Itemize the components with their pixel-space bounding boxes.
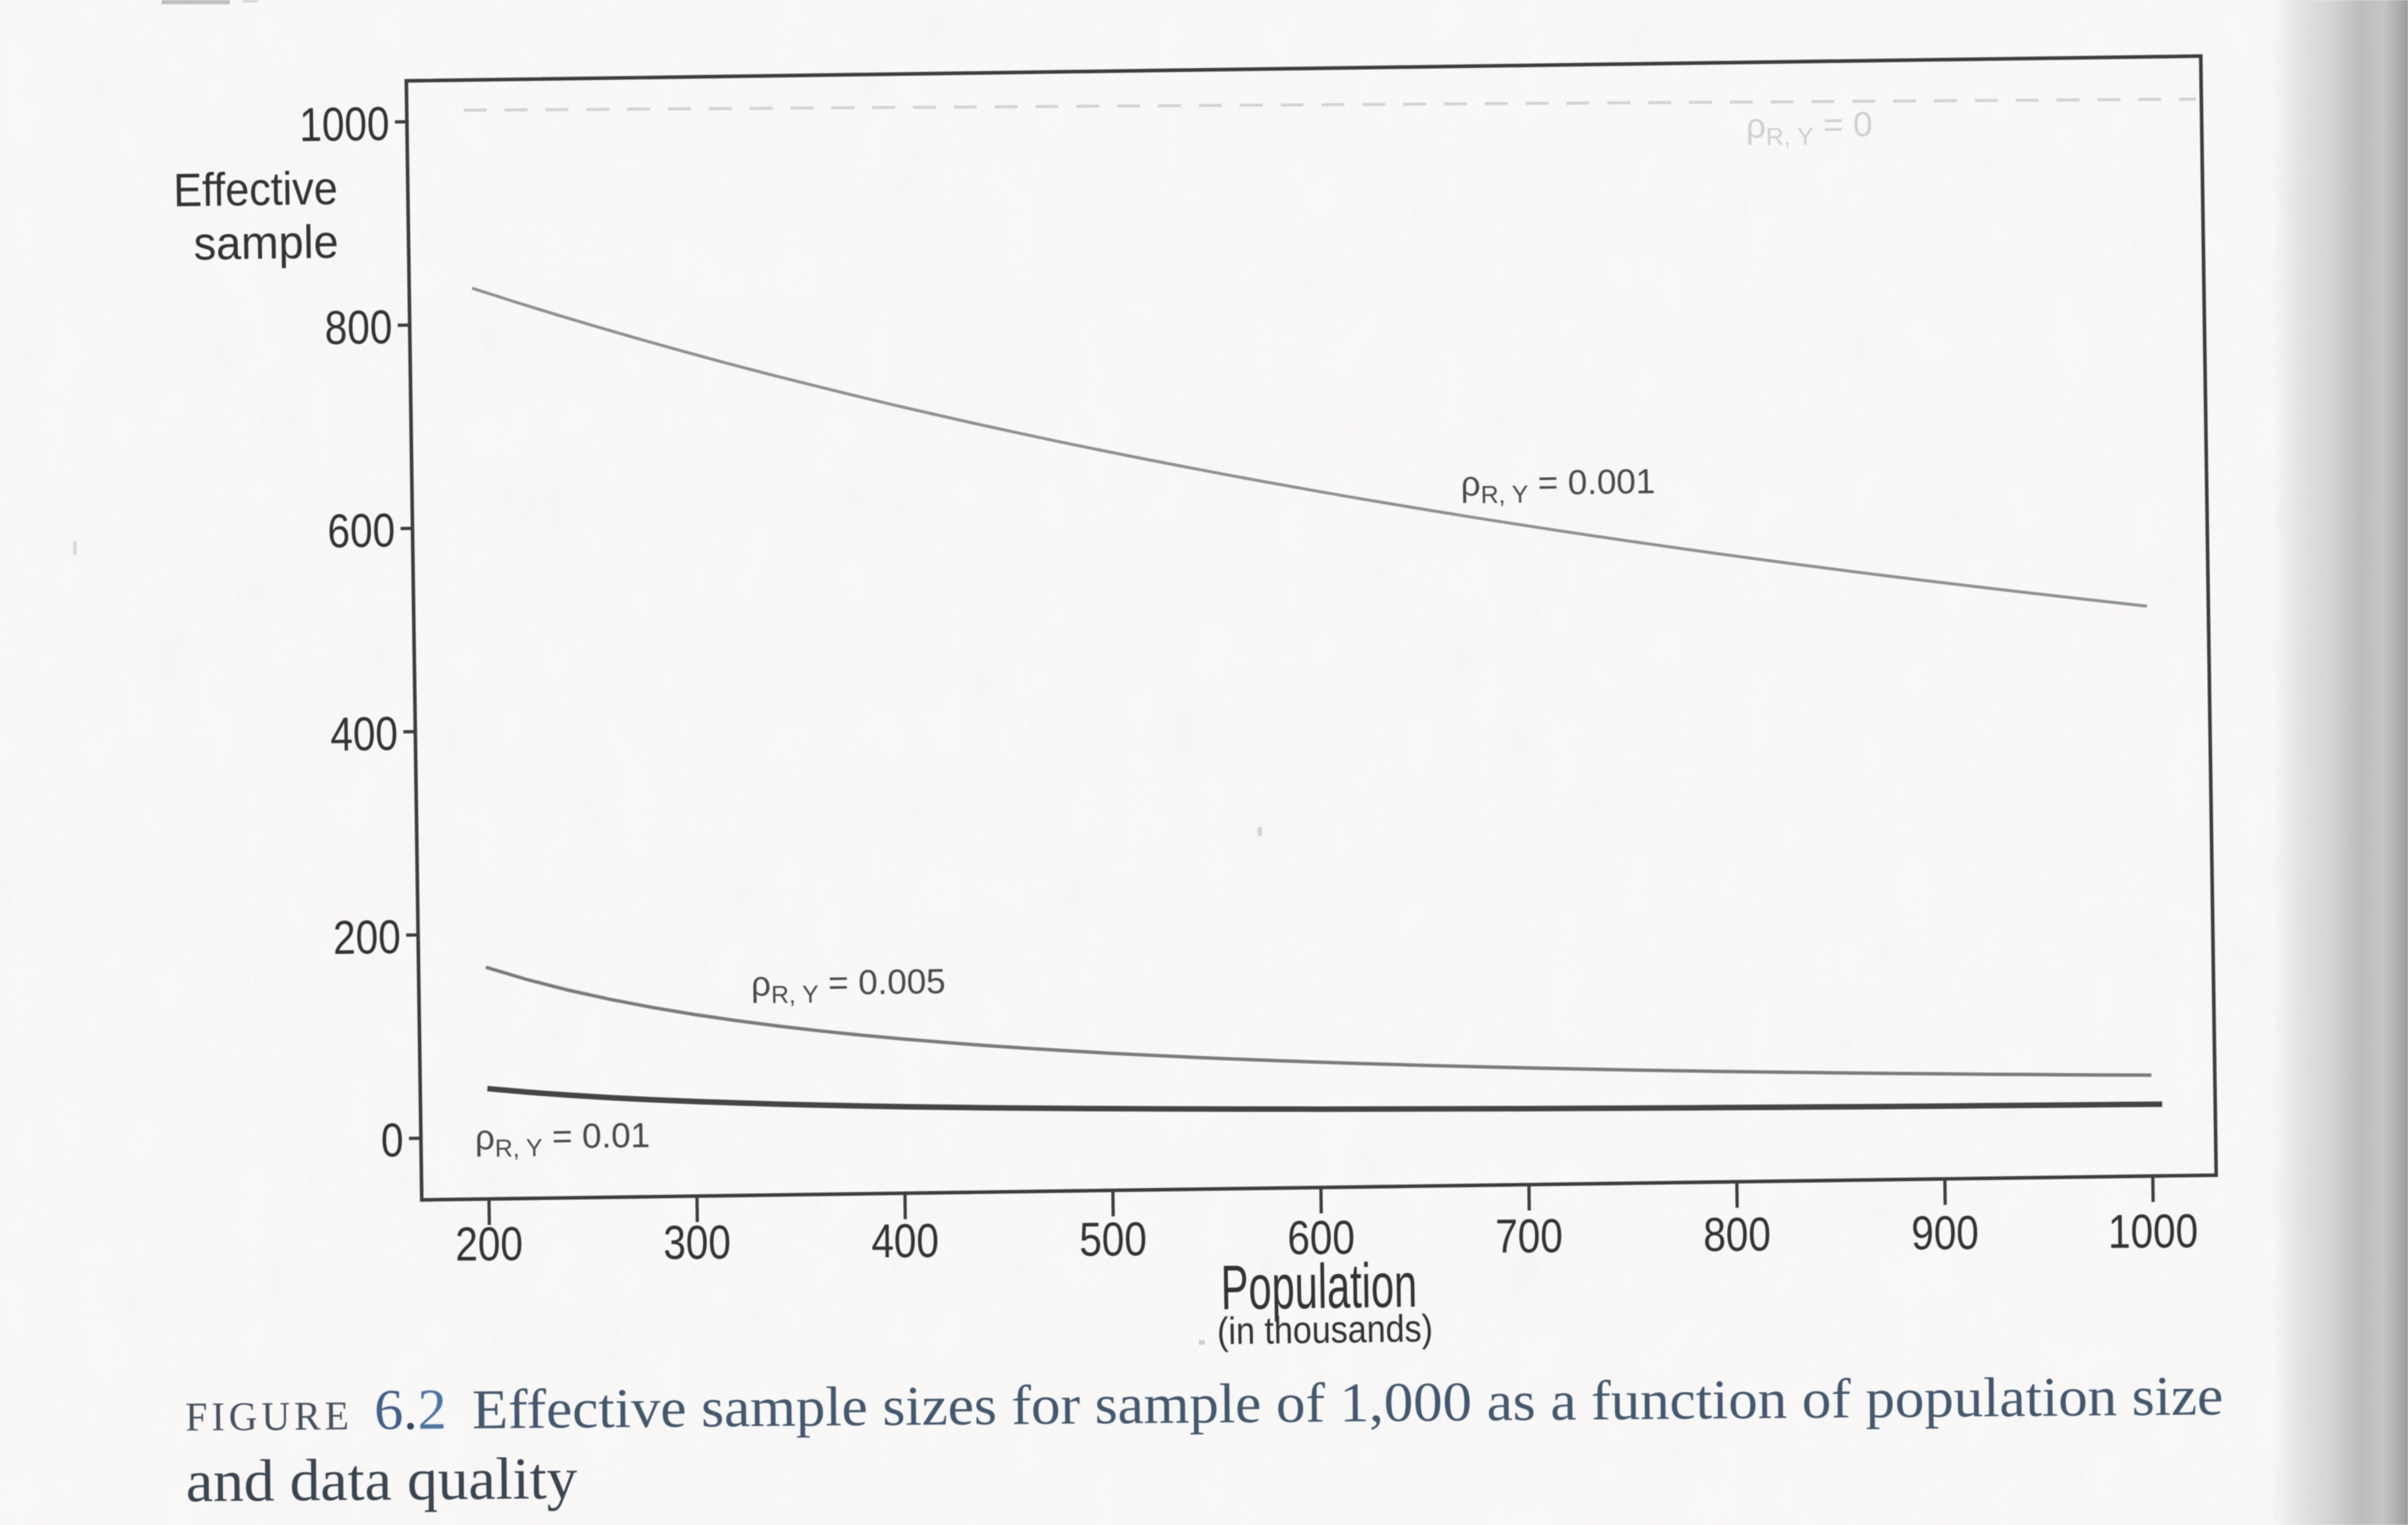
svg-text:300: 300: [663, 1216, 731, 1270]
svg-text:500: 500: [1079, 1213, 1147, 1266]
svg-text:sample: sample: [193, 216, 339, 271]
svg-text:800: 800: [1703, 1208, 1772, 1262]
svg-text:600: 600: [328, 505, 396, 559]
svg-text:900: 900: [1911, 1207, 1979, 1260]
svg-text:200: 200: [455, 1218, 523, 1271]
svg-text:6.2: 6.2: [374, 1377, 448, 1442]
svg-text:1000: 1000: [299, 98, 390, 152]
svg-text:600: 600: [1287, 1212, 1355, 1265]
svg-text:ρR, Y = 0.01: ρR, Y = 0.01: [475, 1116, 650, 1163]
svg-text:FIGURE: FIGURE: [185, 1393, 353, 1440]
svg-text:Effective: Effective: [173, 163, 338, 217]
svg-text:400: 400: [871, 1214, 939, 1268]
svg-text:0: 0: [380, 1114, 403, 1168]
svg-text:ρR, Y = 0.005: ρR, Y = 0.005: [750, 962, 945, 1009]
svg-text:1000: 1000: [2108, 1205, 2198, 1259]
svg-text:Population: Population: [1220, 1250, 1418, 1323]
svg-text:700: 700: [1495, 1210, 1563, 1264]
svg-text:(in thousands): (in thousands): [1217, 1307, 1433, 1353]
svg-text:400: 400: [330, 707, 398, 762]
svg-text:800: 800: [324, 301, 392, 356]
svg-text:ρR, Y = 0: ρR, Y = 0: [1746, 105, 1873, 151]
svg-text:ρR, Y = 0.001: ρR, Y = 0.001: [1460, 461, 1655, 509]
svg-text:200: 200: [333, 911, 401, 965]
svg-text:Effective sample sizes for sam: Effective sample sizes for sample of 1,0…: [472, 1365, 2224, 1441]
svg-text:and data quality: and data quality: [185, 1446, 578, 1515]
